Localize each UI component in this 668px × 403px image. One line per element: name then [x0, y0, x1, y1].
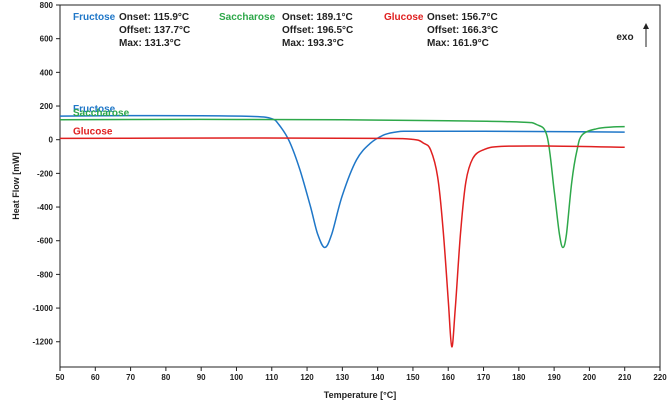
y-tick-label: -1000 [33, 304, 54, 313]
annotation-fructose-max: Max: 131.3°C [119, 38, 181, 49]
series-line-saccharose [59, 118, 625, 249]
x-tick-label: 60 [91, 373, 100, 382]
plot-frame [59, 4, 661, 368]
y-axis-title: Heat Flow [mW] [11, 152, 21, 220]
annotation-fructose-offset: Offset: 137.7°C [119, 25, 190, 36]
annotation-saccharose-offset: Offset: 196.5°C [282, 25, 353, 36]
x-tick-label: 140 [371, 373, 385, 382]
x-tick-label: 170 [477, 373, 491, 382]
y-tick-label: -1200 [33, 338, 54, 347]
x-tick-label: 130 [336, 373, 350, 382]
annotation-saccharose-onset: Onset: 189.1°C [282, 12, 353, 23]
x-tick-label: 110 [265, 373, 278, 382]
x-axis: 50 60 70 80 90 100 110 120 130 140 150 160 170 180 190… [56, 367, 667, 382]
annotation-glucose-offset: Offset: 166.3°C [427, 25, 498, 36]
annotation-glucose-onset: Onset: 156.7°C [427, 12, 498, 23]
y-tick-label: -600 [37, 237, 54, 246]
x-tick-label: 180 [512, 373, 526, 382]
x-tick-label: 70 [126, 373, 135, 382]
x-axis-title: Temperature [°C] [324, 390, 396, 400]
x-tick-label: 120 [300, 373, 314, 382]
x-tick-label: 160 [442, 373, 456, 382]
x-tick-label: 190 [547, 373, 561, 382]
y-tick-label: -200 [37, 169, 54, 178]
series-lines [59, 114, 625, 348]
y-tick-label: 0 [49, 136, 54, 145]
annotation-glucose-max: Max: 161.9°C [427, 38, 489, 49]
annotation-saccharose-max: Max: 193.3°C [282, 38, 344, 49]
x-tick-label: 80 [161, 373, 170, 382]
y-tick-label: 400 [40, 68, 54, 77]
exo-indicator: exo [616, 23, 649, 47]
annotation-fructose: Fructose Onset: 115.9°C Offset: 137.7°C … [73, 12, 190, 49]
x-tick-label: 150 [406, 373, 420, 382]
x-tick-label: 90 [197, 373, 206, 382]
x-tick-label: 220 [653, 373, 667, 382]
series-line-glucose [59, 137, 625, 348]
y-tick-label: -400 [37, 203, 54, 212]
annotation-glucose: Glucose Onset: 156.7°C Offset: 166.3°C M… [384, 12, 498, 49]
annotation-fructose-name: Fructose [73, 12, 116, 23]
x-tick-label: 210 [618, 373, 632, 382]
series-label-glucose: Glucose [73, 126, 113, 137]
x-tick-label: 100 [230, 373, 244, 382]
exo-arrowhead-icon [643, 23, 649, 29]
exo-label: exo [616, 32, 633, 43]
x-tick-label: 50 [56, 373, 65, 382]
series-label-fructose: Fructose [73, 104, 116, 115]
annotation-fructose-onset: Onset: 115.9°C [119, 12, 189, 23]
annotation-saccharose-name: Saccharose [219, 12, 276, 23]
x-tick-label: 200 [583, 373, 597, 382]
series-label-saccharose: Saccharose [73, 108, 130, 119]
y-tick-label: 600 [40, 35, 54, 44]
annotation-saccharose: Saccharose Onset: 189.1°C Offset: 196.5°… [219, 12, 353, 49]
y-tick-label: 800 [40, 1, 54, 10]
y-axis: 800 600 400 200 0 -200 -400 -600 -800 -1000 -1200 [33, 1, 60, 347]
series-line-fructose [59, 114, 625, 249]
y-tick-label: -800 [37, 270, 54, 279]
annotation-glucose-name: Glucose [384, 12, 424, 23]
y-tick-label: 200 [40, 102, 54, 111]
